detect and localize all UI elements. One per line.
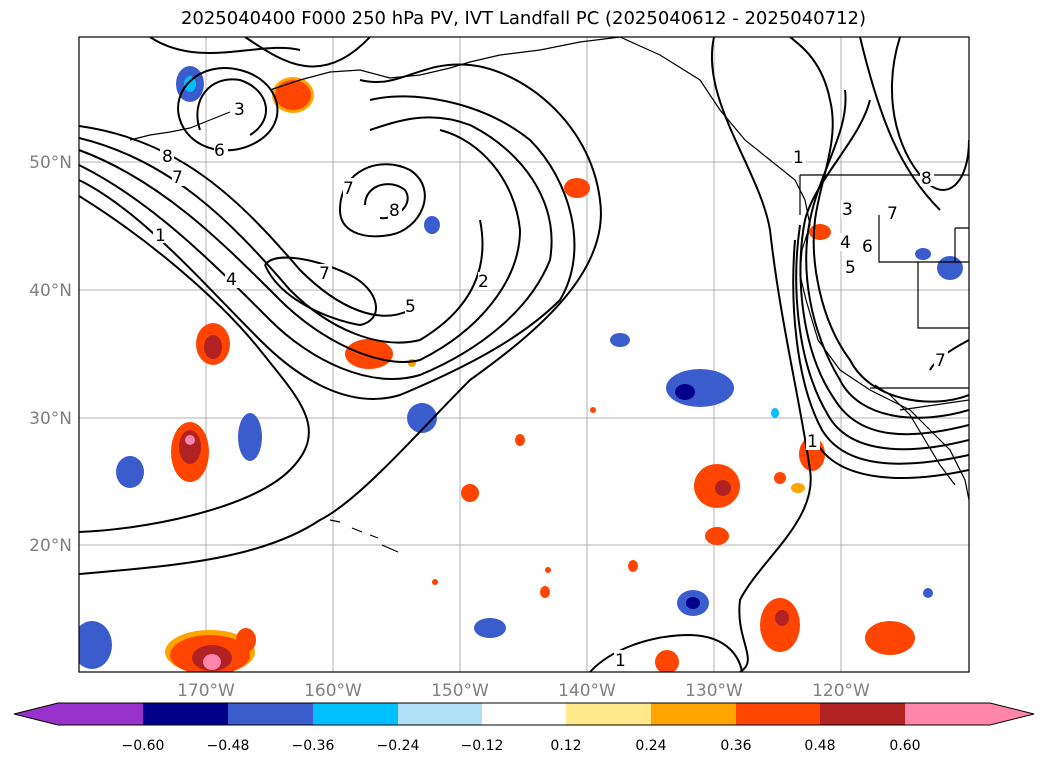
- colorbar-tick-label: 0.60: [889, 738, 920, 754]
- colorbar-tick-label: −0.36: [292, 738, 335, 754]
- colorbar-outline: [13, 702, 1035, 726]
- contour-label: 5: [845, 258, 856, 278]
- lat-label-20n: 20°N: [29, 536, 72, 556]
- contour-label: 1: [155, 226, 166, 246]
- colorbar: −0.60 −0.48 −0.36 −0.24 −0.12 0.12 0.24 …: [13, 702, 1035, 754]
- colorbar-segment: [313, 703, 398, 725]
- contour-labels: 8 7 6 3 1 4 7 8 7 5 2 1 1 3 4 5 6 7 8: [153, 99, 948, 671]
- contour-label: 4: [226, 270, 237, 290]
- lat-label-40n: 40°N: [29, 281, 72, 301]
- contour-label: 2: [478, 272, 489, 292]
- colorbar-segment: [228, 703, 313, 725]
- contour-label: 8: [921, 169, 932, 189]
- contour-label: 8: [389, 201, 400, 221]
- colorbar-segment: [143, 703, 228, 725]
- latitude-labels: 50°N 40°N 30°N 20°N: [29, 153, 72, 556]
- contour-label: 1: [615, 651, 626, 671]
- contour-label: 6: [214, 141, 225, 161]
- ivt-shading: [79, 66, 963, 672]
- lat-label-50n: 50°N: [29, 153, 72, 173]
- contour-label: 6: [862, 237, 873, 257]
- contour-label: 7: [172, 168, 183, 188]
- map-title: 2025040400 F000 250 hPa PV, IVT Landfall…: [180, 8, 867, 29]
- colorbar-segment: [651, 703, 736, 725]
- colorbar-extend-min: [14, 703, 58, 725]
- longitude-labels: 170°W 160°W 150°W 140°W 130°W 120°W: [177, 681, 870, 701]
- contour-label: 3: [234, 100, 245, 120]
- colorbar-segment: [736, 703, 820, 725]
- colorbar-tick-label: −0.48: [207, 738, 250, 754]
- colorbar-tick-label: 0.48: [804, 738, 835, 754]
- lon-label-140w: 140°W: [558, 681, 616, 701]
- contour-label: 1: [793, 148, 804, 168]
- contour-label: 7: [887, 204, 898, 224]
- colorbar-tick-label: −0.24: [377, 738, 420, 754]
- map-frame: [78, 36, 970, 673]
- contour-label: 5: [405, 297, 416, 317]
- colorbar-segment: [58, 703, 143, 725]
- colorbar-tick-label: −0.60: [122, 738, 165, 754]
- colorbar-tick-label: −0.12: [461, 738, 504, 754]
- colorbar-segment: [482, 703, 566, 725]
- contour-label: 1: [807, 432, 818, 452]
- lon-label-170w: 170°W: [177, 681, 235, 701]
- colorbar-extend-max: [990, 703, 1034, 725]
- contour-label: 7: [319, 264, 330, 284]
- colorbar-tick-label: 0.24: [635, 738, 666, 754]
- lon-label-160w: 160°W: [304, 681, 362, 701]
- contour-label: 3: [842, 200, 853, 220]
- lon-label-120w: 120°W: [812, 681, 870, 701]
- colorbar-segment: [905, 703, 990, 725]
- contour-label: 7: [343, 179, 354, 199]
- contour-label: 7: [935, 351, 946, 371]
- lon-label-130w: 130°W: [685, 681, 743, 701]
- colorbar-tick-label: 0.36: [720, 738, 751, 754]
- contour-label: 4: [840, 233, 851, 253]
- pv-contours: [79, 37, 969, 672]
- contour-label: 8: [162, 147, 173, 167]
- colorbar-segment: [398, 703, 482, 725]
- colorbar-segment: [820, 703, 905, 725]
- colorbar-tick-label: 0.12: [550, 738, 581, 754]
- colorbar-segment: [566, 703, 651, 725]
- lon-label-150w: 150°W: [431, 681, 489, 701]
- lat-label-30n: 30°N: [29, 409, 72, 429]
